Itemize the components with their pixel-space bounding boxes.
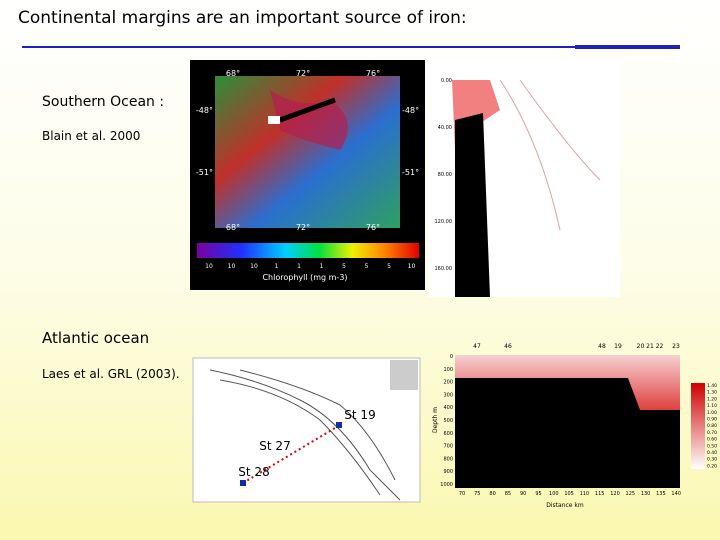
satellite-map — [215, 76, 400, 228]
label: 0.50 — [707, 443, 717, 449]
label: 19 — [614, 343, 622, 350]
label: -51° — [196, 168, 213, 177]
label: 20 21 22 — [637, 343, 664, 350]
label: 0.90 — [707, 417, 717, 423]
label: 0.60 — [707, 437, 717, 443]
label: 110 — [580, 491, 590, 497]
label: 100 — [549, 491, 559, 497]
label: 200 — [443, 380, 453, 386]
label: 10 — [205, 263, 213, 270]
label: 130 — [641, 491, 651, 497]
label: St 27 — [259, 439, 290, 453]
label: 1 — [320, 263, 324, 270]
label: 1.00 — [707, 410, 717, 416]
label: 70 — [459, 491, 465, 497]
label: 120 — [610, 491, 620, 497]
label: 72° — [296, 69, 310, 78]
citation: Laes et al. GRL (2003). — [42, 367, 180, 381]
label: 900 — [443, 469, 453, 475]
section-label: Southern Ocean : — [42, 94, 165, 110]
label: 90 — [520, 491, 526, 497]
label: 40.00 — [438, 125, 452, 131]
section-label: Atlantic ocean — [42, 329, 150, 347]
label: St 28 — [238, 465, 269, 479]
label: 10 — [228, 263, 236, 270]
label: 0.70 — [707, 430, 717, 436]
station — [336, 422, 342, 428]
label: 5 — [387, 263, 391, 270]
label: 0 — [450, 354, 453, 360]
label: 100 — [443, 367, 453, 373]
label: 75 — [474, 491, 480, 497]
label: 105 — [564, 491, 574, 497]
transect — [242, 424, 341, 484]
label: 80 — [489, 491, 495, 497]
slide-title: Continental margins are an important sou… — [18, 8, 467, 28]
transect — [279, 97, 336, 123]
label: 68° — [226, 69, 240, 78]
label: 10 — [250, 263, 258, 270]
label: 700 — [443, 444, 453, 450]
label: 5 — [365, 263, 369, 270]
label: St 19 — [344, 408, 375, 422]
label: 1.20 — [707, 396, 717, 402]
label: 10 — [408, 263, 416, 270]
section-water — [455, 355, 680, 410]
label: Chlorophyll (mg m-3) — [262, 273, 347, 282]
label: 76° — [366, 69, 380, 78]
bathymetry-map — [192, 357, 421, 503]
island — [268, 116, 280, 124]
label: 125 — [626, 491, 636, 497]
label: 0.00 — [441, 78, 452, 84]
contours — [209, 369, 401, 501]
label: 47 — [473, 343, 481, 350]
label: 160.00 — [435, 266, 453, 272]
label: 0.30 — [707, 457, 717, 463]
label: 76° — [366, 223, 380, 232]
contour — [499, 79, 601, 231]
label: -48° — [196, 106, 213, 115]
colorbar — [197, 243, 419, 258]
label: 48 — [598, 343, 606, 350]
label: Depth m — [432, 407, 439, 433]
label: 135 — [656, 491, 666, 497]
label: 800 — [443, 456, 453, 462]
label: 600 — [443, 431, 453, 437]
land — [390, 360, 418, 390]
label: 23 — [672, 343, 680, 350]
label: 140 — [671, 491, 681, 497]
label: Distance km — [546, 502, 584, 509]
label: 72° — [296, 223, 310, 232]
station — [240, 480, 246, 486]
label: 500 — [443, 418, 453, 424]
label: 400 — [443, 405, 453, 411]
label: 80.00 — [438, 172, 452, 178]
label: 95 — [535, 491, 541, 497]
profile-bottom — [455, 113, 490, 297]
label: 46 — [504, 343, 512, 350]
label: 120.00 — [435, 219, 453, 225]
label: 1 — [297, 263, 301, 270]
label: -48° — [402, 106, 419, 115]
label: -51° — [402, 168, 419, 177]
label: 300 — [443, 392, 453, 398]
label: 1000 — [440, 482, 453, 488]
label: 1.40 — [707, 383, 717, 389]
label: 5 — [342, 263, 346, 270]
label: 0.40 — [707, 450, 717, 456]
label: 0.20 — [707, 463, 717, 469]
label: 85 — [505, 491, 511, 497]
label: 1 — [275, 263, 279, 270]
scale-bar — [691, 383, 705, 469]
citation: Blain et al. 2000 — [42, 129, 141, 143]
label: 68° — [226, 223, 240, 232]
label: 0.80 — [707, 423, 717, 429]
label: 1.10 — [707, 403, 717, 409]
label: 115 — [595, 491, 605, 497]
label: 1.30 — [707, 390, 717, 396]
